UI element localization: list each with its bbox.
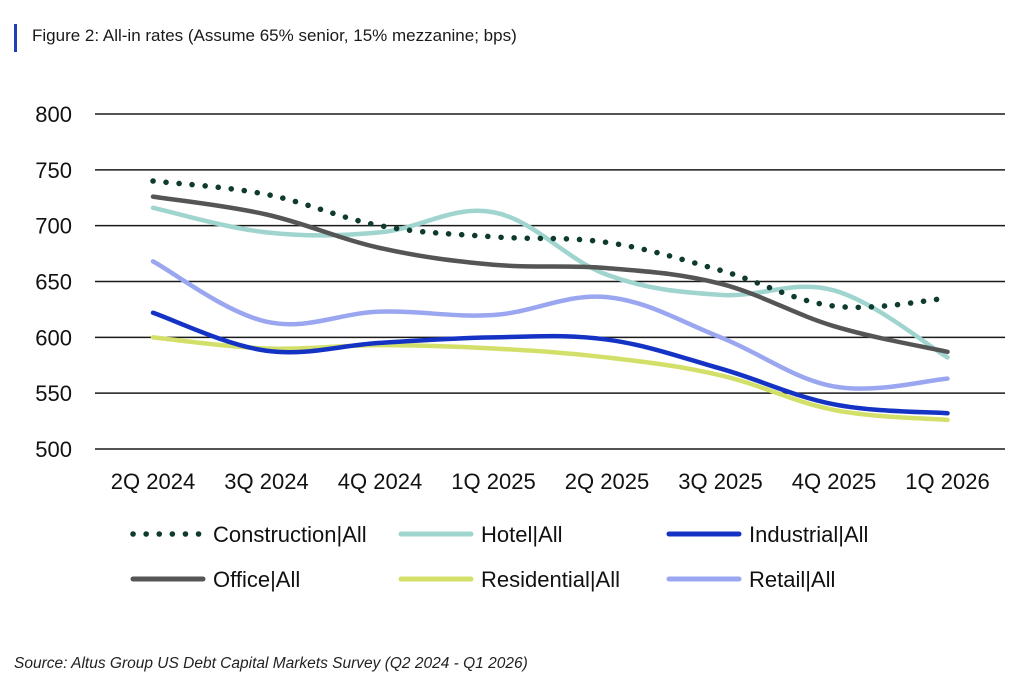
legend-label-3: Office|All (213, 567, 300, 592)
legend: Construction|All Hotel|All Industrial|All O… (130, 522, 868, 592)
legend-label-5: Retail|All (749, 567, 835, 592)
legend-label-2: Industrial|All (749, 522, 868, 547)
legend-label-4: Residential|All (481, 567, 620, 592)
legend-label-1: Hotel|All (481, 522, 563, 547)
x-tick-label-1: 3Q 2024 (224, 469, 308, 494)
y-tick-label-650: 650 (35, 270, 72, 295)
x-tick-label-7: 1Q 2026 (905, 469, 989, 494)
chart-title: Figure 2: All-in rates (Assume 65% senio… (32, 26, 517, 45)
source-note: Source: Altus Group US Debt Capital Mark… (14, 655, 528, 672)
x-tick-label-3: 1Q 2025 (451, 469, 535, 494)
series-line-2 (150, 310, 950, 416)
series-line-1 (150, 205, 950, 360)
x-tick-label-2: 4Q 2024 (338, 469, 422, 494)
y-axis-ticks: 800 750 700 650 600 550 500 (35, 102, 72, 462)
title-accent-bar (14, 24, 17, 52)
gridlines (95, 113, 1005, 450)
series-line-5 (150, 259, 950, 391)
y-tick-label-500: 500 (35, 437, 72, 462)
series-lines (150, 178, 951, 423)
x-tick-label-4: 2Q 2025 (565, 469, 649, 494)
series-line-3 (150, 194, 950, 355)
x-tick-label-5: 3Q 2025 (678, 469, 762, 494)
x-tick-label-6: 4Q 2025 (792, 469, 876, 494)
y-tick-label-700: 700 (35, 214, 72, 239)
x-tick-label-0: 2Q 2024 (111, 469, 195, 494)
y-tick-label-600: 600 (35, 325, 72, 350)
series-line-4 (150, 335, 950, 423)
y-tick-label-550: 550 (35, 381, 72, 406)
y-tick-label-750: 750 (35, 158, 72, 183)
y-tick-label-800: 800 (35, 102, 72, 127)
legend-label-0: Construction|All (213, 522, 367, 547)
x-axis-ticks: 2Q 2024 3Q 2024 4Q 2024 1Q 2025 2Q 2025 3Q 20… (111, 469, 990, 494)
series-line-0 (150, 178, 951, 311)
